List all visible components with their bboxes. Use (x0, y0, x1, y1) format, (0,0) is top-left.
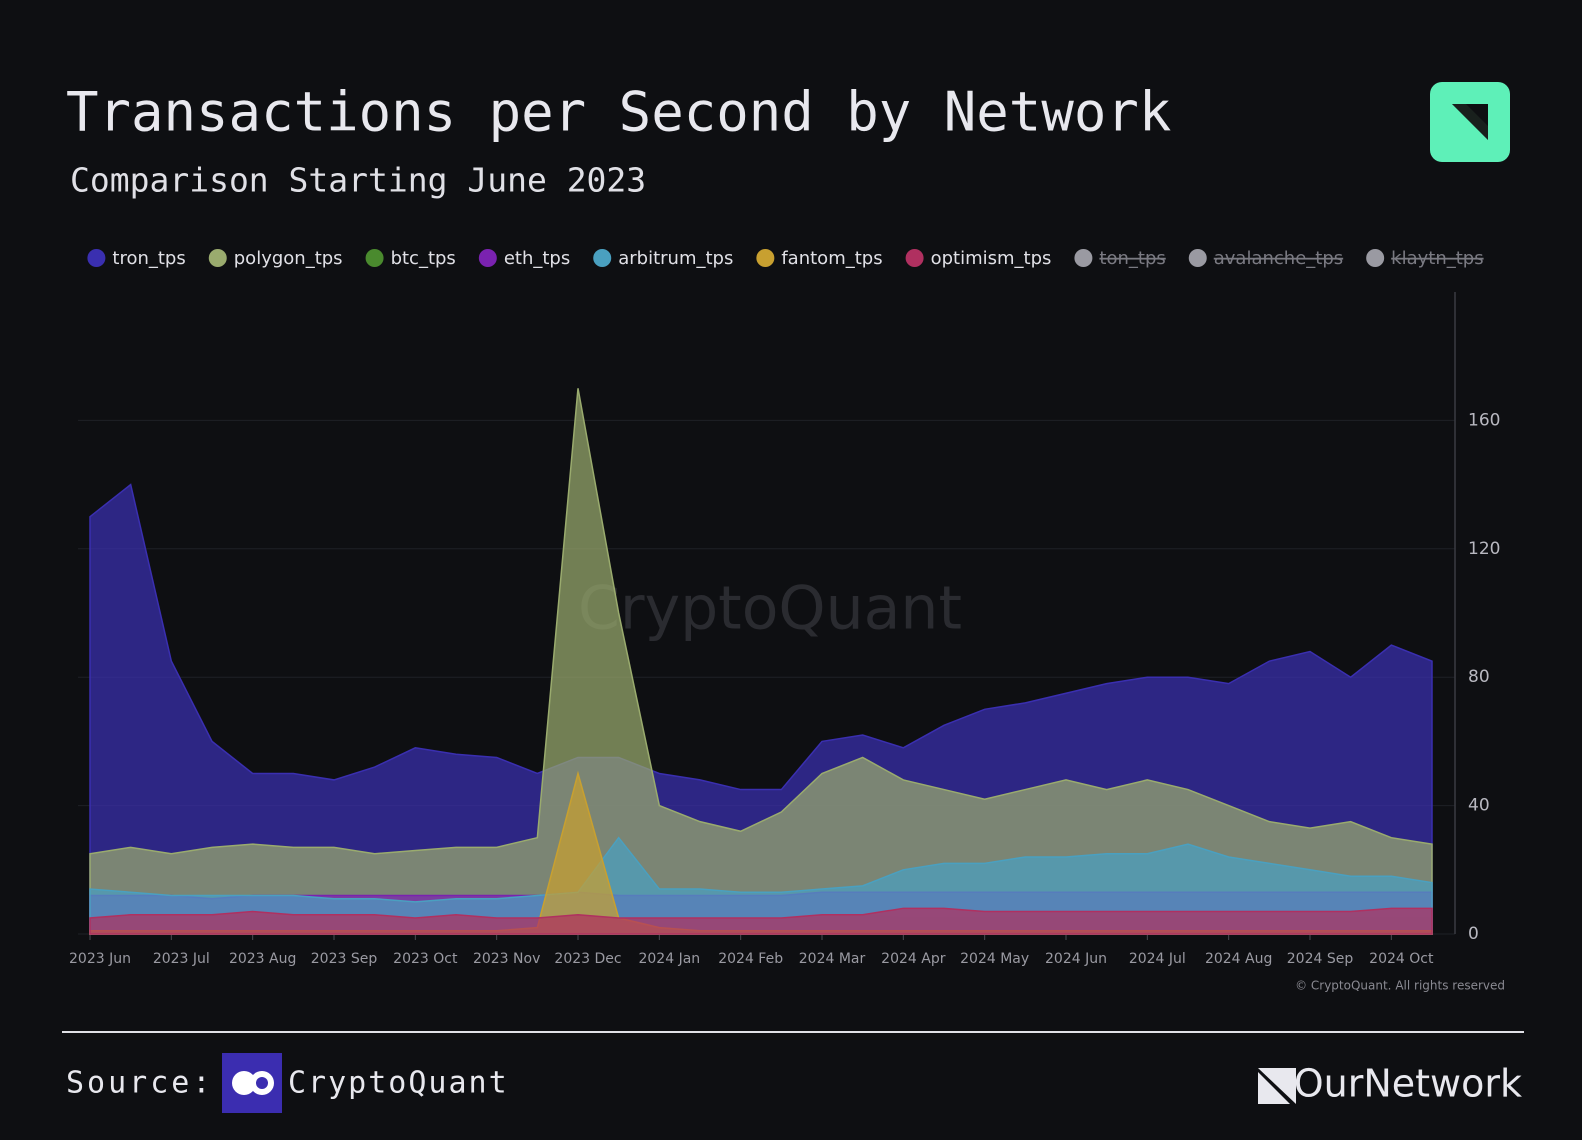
x-tick-label: 2023 Jul (153, 951, 210, 967)
brand-icon (1430, 82, 1510, 162)
area (89, 388, 1433, 935)
legend-label[interactable]: tron_tps (112, 248, 185, 269)
legend-marker[interactable] (593, 249, 612, 267)
legend-marker[interactable] (1074, 249, 1093, 267)
chart-subtitle: Comparison Starting June 2023 (70, 161, 646, 200)
x-tick-label: 2024 Apr (881, 951, 946, 967)
legend-marker[interactable] (478, 249, 497, 267)
legend-label[interactable]: polygon_tps (234, 248, 343, 269)
x-tick-label: 2023 Sep (311, 951, 378, 967)
copyright: © CryptoQuant. All rights reserved (1295, 979, 1505, 993)
area (89, 907, 1433, 935)
legend-marker[interactable] (87, 249, 106, 267)
plot: 0 40 80 120 160 2023 Jun 2023 Jul 2023 Aug 2023 … (69, 248, 1500, 967)
legend-marker[interactable] (905, 249, 924, 267)
y-tick-label: 0 (1468, 924, 1479, 944)
x-tick-label: 2024 Mar (799, 951, 866, 967)
chart-title: Transactions per Second by Network (66, 81, 1171, 144)
x-tick-label: 2024 May (960, 951, 1029, 967)
x-tick-label: 2024 Jan (638, 951, 700, 967)
watermark: CryptoQuant (578, 574, 962, 644)
x-tick-label: 2023 Nov (473, 951, 540, 967)
x-tick-label: 2023 Oct (393, 951, 458, 967)
legend-marker[interactable] (756, 249, 775, 267)
y-tick-label: 160 (1468, 410, 1500, 430)
legend-marker[interactable] (1366, 249, 1385, 267)
source-label: Source: (66, 1066, 213, 1101)
y-tick-label: 80 (1468, 667, 1490, 687)
source-name: CryptoQuant (288, 1066, 509, 1101)
legend-marker[interactable] (1188, 249, 1207, 267)
x-tick-label: 2024 Aug (1205, 951, 1272, 967)
x-tick-label: 2023 Jun (69, 951, 131, 967)
legend-label[interactable]: arbitrum_tps (618, 248, 733, 269)
y-tick-label: 40 (1468, 796, 1490, 816)
area (89, 836, 1433, 935)
legend-label[interactable]: eth_tps (504, 248, 570, 269)
legend-label[interactable]: avalanche_tps (1214, 248, 1343, 269)
legend-label[interactable]: klaytn_tps (1391, 248, 1483, 269)
legend-marker[interactable] (365, 249, 384, 267)
x-tick-label: 2024 Jul (1129, 951, 1186, 967)
y-tick-label: 120 (1468, 539, 1500, 559)
x-tick-label: 2023 Dec (554, 951, 621, 967)
legend-marker[interactable] (208, 249, 227, 267)
legend-label[interactable]: fantom_tps (781, 248, 882, 269)
legend-label[interactable]: btc_tps (391, 248, 456, 269)
x-tick-label: 2024 Feb (718, 951, 783, 967)
brand-logo (1258, 1068, 1296, 1104)
legend-label[interactable]: ton_tps (1099, 248, 1165, 269)
brand-name: OurNetwork (1294, 1062, 1522, 1106)
x-tick-label: 2024 Sep (1287, 951, 1354, 967)
x-tick-label: 2023 Aug (229, 951, 296, 967)
x-tick-label: 2024 Jun (1045, 951, 1107, 967)
source-logo (222, 1053, 282, 1113)
legend-label[interactable]: optimism_tps (931, 248, 1052, 269)
x-tick-label: 2024 Oct (1369, 951, 1434, 967)
